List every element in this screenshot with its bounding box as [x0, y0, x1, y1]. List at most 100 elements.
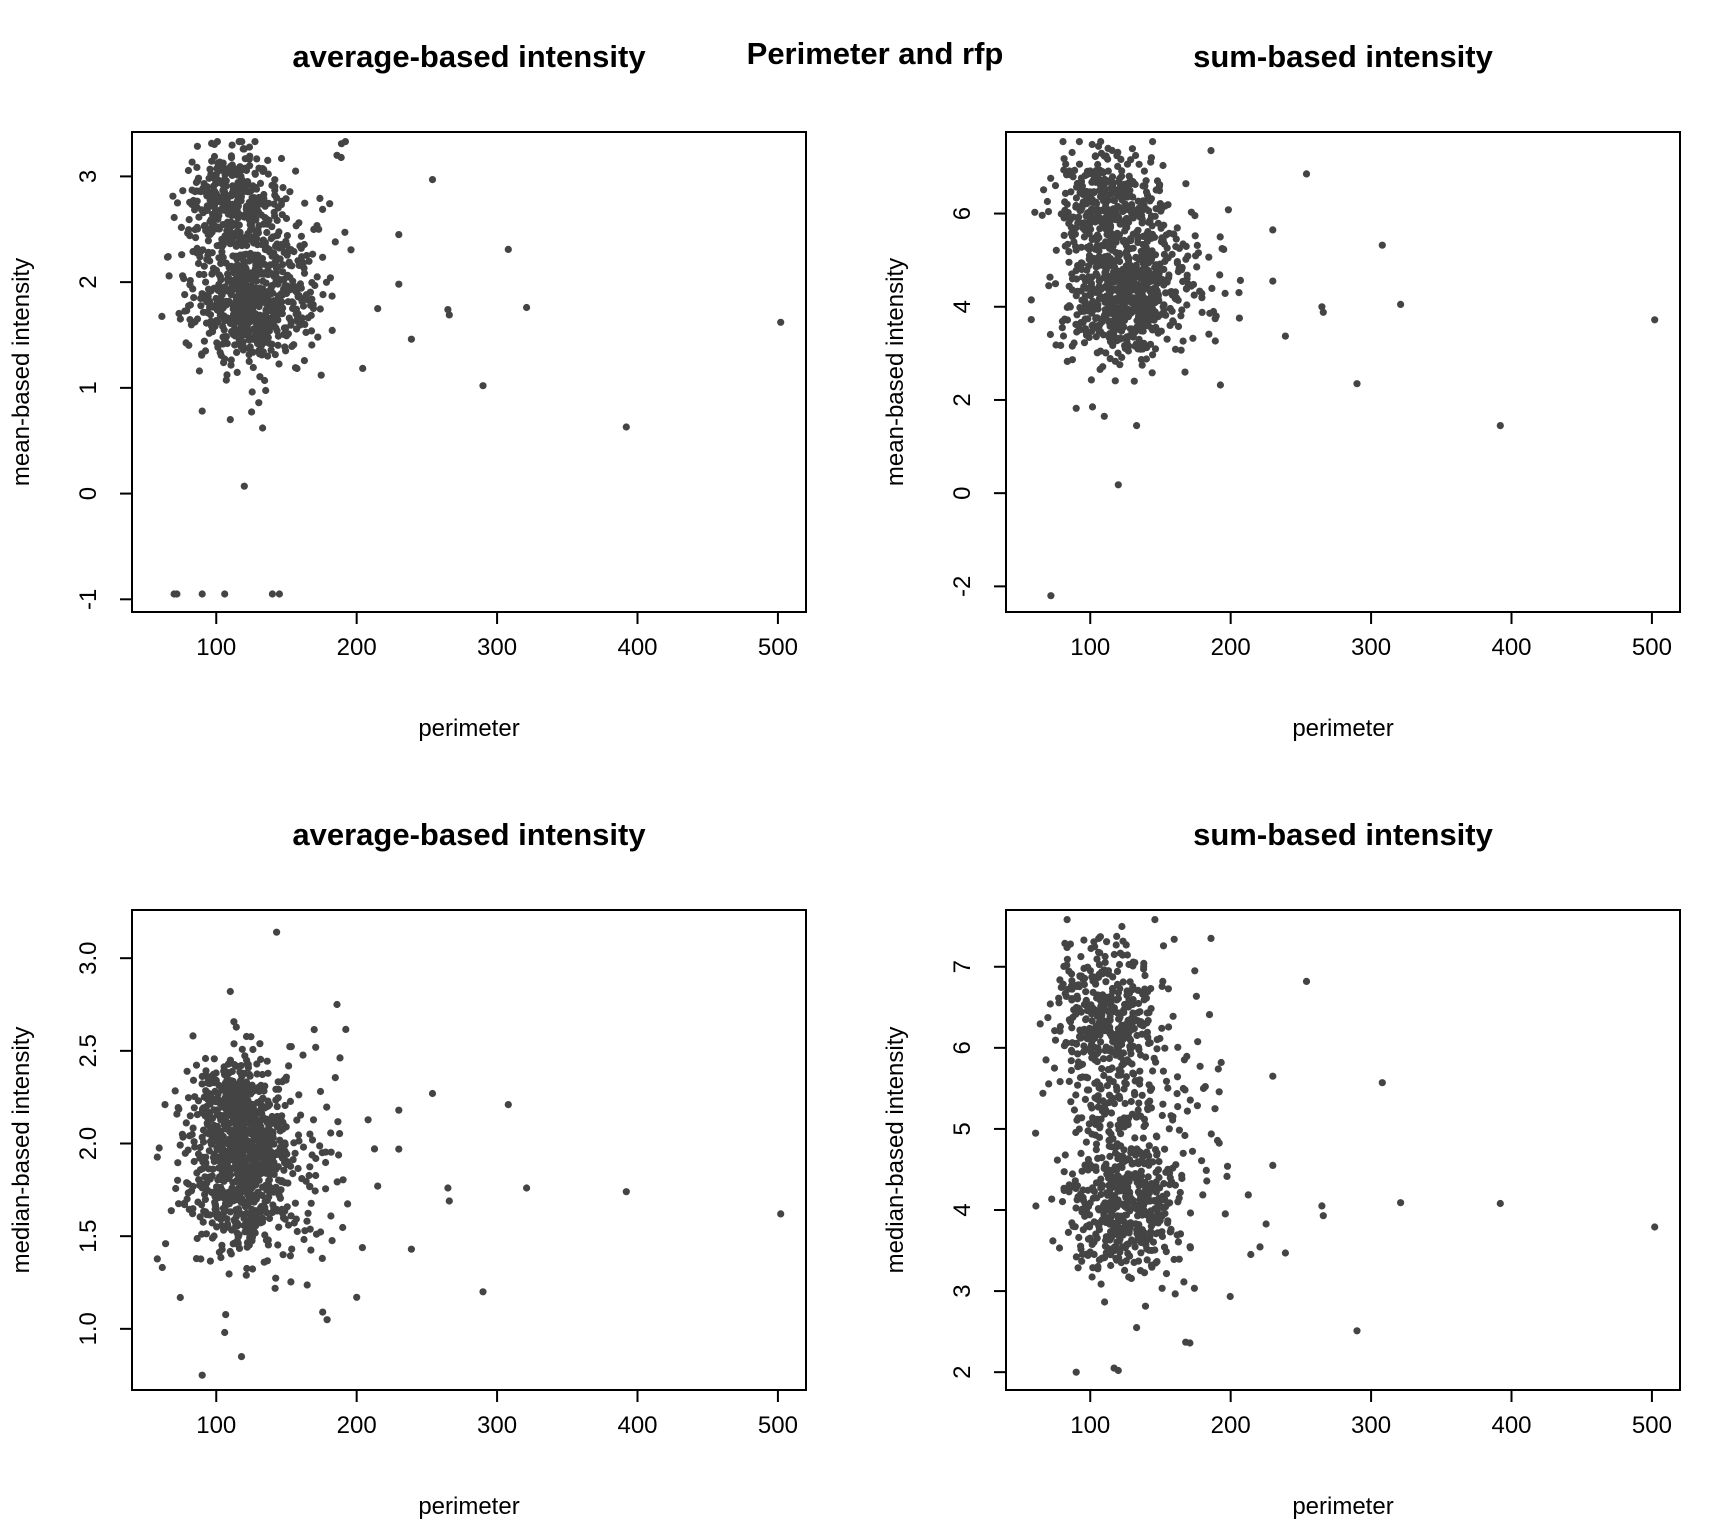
data-point [261, 310, 270, 318]
data-point [221, 590, 229, 598]
data-point [217, 259, 225, 268]
data-point [1147, 158, 1155, 166]
data-point [217, 284, 225, 293]
data-point [1148, 1084, 1156, 1092]
data-point [1171, 345, 1180, 353]
y-tick-label: 2.5 [75, 1034, 102, 1067]
data-point [1044, 1014, 1052, 1022]
data-point [158, 312, 166, 320]
data-point [204, 1119, 212, 1127]
data-point [1087, 225, 1095, 233]
y-tick-label: 1.5 [75, 1219, 102, 1252]
data-points [158, 138, 785, 598]
data-point [1063, 916, 1071, 924]
data-point [171, 1087, 179, 1095]
data-point [213, 1223, 221, 1231]
data-point [309, 1116, 318, 1124]
data-point [1139, 1022, 1147, 1030]
data-point [1073, 1182, 1081, 1190]
data-point [1095, 1133, 1104, 1141]
data-point [201, 1054, 210, 1063]
data-point [1096, 225, 1104, 233]
data-point [183, 1067, 191, 1075]
data-point [1125, 996, 1133, 1004]
data-point [1079, 190, 1087, 198]
data-point [205, 329, 213, 337]
data-point [237, 1353, 246, 1361]
data-point [1116, 1071, 1124, 1079]
data-point [278, 1112, 286, 1120]
data-point [279, 1251, 287, 1259]
data-point [1129, 212, 1137, 220]
data-point [333, 1000, 341, 1009]
data-point [281, 1215, 289, 1223]
data-point [183, 307, 191, 315]
data-point [222, 182, 230, 190]
data-point [245, 351, 253, 359]
data-point [374, 305, 382, 313]
data-points [1027, 138, 1659, 600]
data-point [165, 272, 173, 280]
data-point [158, 1263, 166, 1272]
data-point [1070, 1106, 1078, 1114]
data-point [1138, 361, 1146, 369]
data-point [1203, 1177, 1211, 1185]
data-point [249, 363, 257, 372]
data-point [1056, 1027, 1064, 1035]
data-point [286, 1252, 294, 1260]
data-point [479, 1288, 487, 1296]
data-point [1072, 1039, 1080, 1047]
data-point [1069, 1222, 1077, 1230]
data-point [1165, 1125, 1173, 1133]
data-point [1100, 412, 1108, 420]
data-point [1146, 340, 1155, 348]
data-point [1186, 1096, 1194, 1104]
data-point [1269, 1161, 1277, 1169]
data-point [264, 333, 272, 342]
data-point [204, 1078, 212, 1086]
data-point [1098, 318, 1106, 326]
data-point [217, 290, 225, 298]
data-point [1098, 1183, 1106, 1191]
data-point [182, 1119, 190, 1127]
data-point [1104, 155, 1112, 163]
data-point [1072, 1368, 1080, 1376]
data-point [1102, 978, 1110, 986]
data-point [243, 241, 251, 250]
data-point [1057, 210, 1065, 218]
y-tick-label: 3 [949, 1284, 976, 1297]
data-point [269, 1154, 277, 1162]
data-point [200, 337, 208, 345]
data-point [1068, 1048, 1076, 1056]
data-point [1144, 1017, 1152, 1025]
data-point [255, 1190, 263, 1198]
data-point [1163, 335, 1171, 343]
data-point [228, 328, 236, 336]
data-point [1216, 233, 1224, 241]
data-point [1068, 356, 1076, 364]
data-point [1155, 269, 1163, 277]
data-point [1077, 206, 1085, 214]
data-point [1065, 1188, 1073, 1196]
data-point [1068, 275, 1077, 283]
data-point [1165, 1023, 1173, 1031]
data-point [173, 199, 182, 207]
data-point [234, 197, 243, 206]
data-point [1176, 1188, 1184, 1197]
data-point [1114, 481, 1122, 489]
data-point [353, 1293, 361, 1301]
data-point [225, 1270, 233, 1278]
data-point [1027, 296, 1035, 304]
data-point [1060, 1168, 1068, 1176]
data-point [1107, 1218, 1115, 1226]
data-point [283, 232, 291, 240]
data-point [1148, 1182, 1156, 1190]
data-point [1168, 291, 1176, 299]
data-point [1120, 300, 1128, 308]
data-point [1093, 231, 1102, 239]
data-point [1174, 1043, 1182, 1051]
x-tick-label: 300 [477, 634, 517, 661]
x-axis-label: perimeter [418, 1493, 519, 1520]
data-point [229, 219, 237, 227]
data-point [445, 1197, 453, 1205]
